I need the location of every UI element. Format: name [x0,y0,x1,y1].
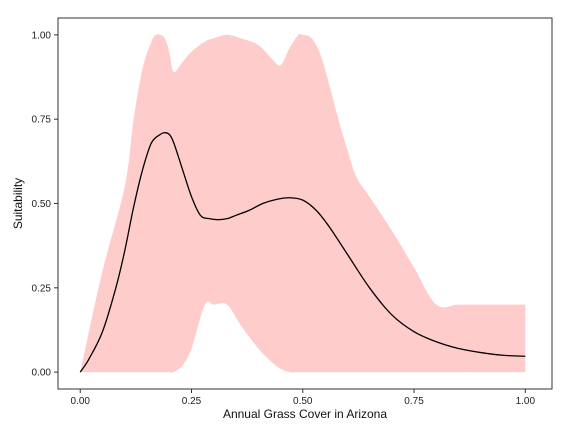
y-axis-title: Suitability [11,178,25,229]
x-tick-label: 0.75 [404,396,424,407]
x-tick-label: 0.50 [293,396,313,407]
x-tick-label: 0.00 [71,396,91,407]
x-axis: 0.00 0.25 0.50 0.75 1.00 [71,389,536,407]
y-axis: 0.00 0.25 0.50 0.75 1.00 [32,30,58,379]
x-tick-label: 0.25 [182,396,202,407]
y-tick-label: 0.50 [32,199,52,210]
fit-line [79,132,526,373]
y-tick-label: 0.00 [32,368,52,379]
y-tick-label: 1.00 [32,30,52,41]
confidence-band [80,33,526,373]
plot-area [57,17,553,390]
x-tick-label: 1.00 [516,396,536,407]
y-tick-label: 0.75 [32,115,52,126]
y-tick-label: 0.25 [32,283,52,294]
x-axis-title: Annual Grass Cover in Arizona [223,407,387,421]
